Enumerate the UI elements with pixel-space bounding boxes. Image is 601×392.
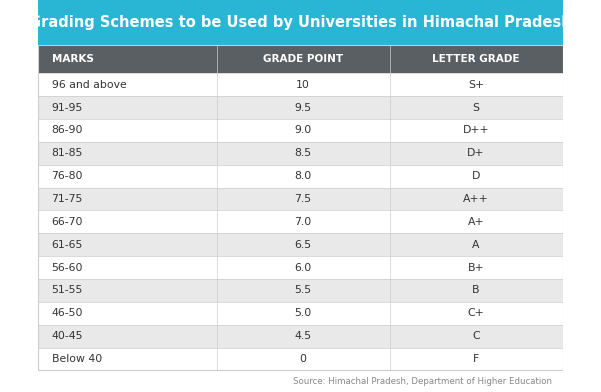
Text: GRADE POINT: GRADE POINT <box>263 54 343 64</box>
Text: 6.5: 6.5 <box>294 240 312 250</box>
Text: D++: D++ <box>463 125 489 136</box>
Text: A: A <box>472 240 480 250</box>
Bar <box>38 325 563 348</box>
Text: 7.5: 7.5 <box>294 194 312 204</box>
Bar <box>38 211 563 233</box>
Bar <box>38 348 563 370</box>
Text: S+: S+ <box>468 80 484 90</box>
Text: 51-55: 51-55 <box>52 285 83 296</box>
Bar <box>38 45 563 370</box>
Text: B: B <box>472 285 480 296</box>
Bar <box>38 233 563 256</box>
Bar <box>38 0 563 45</box>
Text: D: D <box>472 171 480 181</box>
Bar <box>38 302 563 325</box>
Text: 10: 10 <box>296 80 310 90</box>
Bar <box>38 119 563 142</box>
Text: 8.0: 8.0 <box>294 171 312 181</box>
Text: 91-95: 91-95 <box>52 103 83 113</box>
Text: 46-50: 46-50 <box>52 308 83 318</box>
Text: 71-75: 71-75 <box>52 194 83 204</box>
Text: 9.5: 9.5 <box>294 103 312 113</box>
Text: 7.0: 7.0 <box>294 217 312 227</box>
Text: F: F <box>473 354 479 364</box>
Text: MARKS: MARKS <box>52 54 94 64</box>
Text: 76-80: 76-80 <box>52 171 83 181</box>
Bar <box>38 256 563 279</box>
Bar <box>38 45 563 73</box>
Text: 6.0: 6.0 <box>294 263 312 272</box>
Bar <box>38 279 563 302</box>
Text: 96 and above: 96 and above <box>52 80 126 90</box>
Text: D+: D+ <box>468 148 485 158</box>
Bar <box>38 73 563 96</box>
Text: 5.5: 5.5 <box>294 285 312 296</box>
Text: 8.5: 8.5 <box>294 148 312 158</box>
Text: 4.5: 4.5 <box>294 331 312 341</box>
Text: C: C <box>472 331 480 341</box>
Text: Below 40: Below 40 <box>52 354 102 364</box>
Text: 40-45: 40-45 <box>52 331 83 341</box>
Text: 66-70: 66-70 <box>52 217 83 227</box>
Text: 56-60: 56-60 <box>52 263 83 272</box>
Text: 0: 0 <box>300 354 307 364</box>
Bar <box>38 142 563 165</box>
Text: A++: A++ <box>463 194 489 204</box>
Bar <box>38 96 563 119</box>
Text: 9.0: 9.0 <box>294 125 312 136</box>
Text: Source: Himachal Pradesh, Department of Higher Education: Source: Himachal Pradesh, Department of … <box>293 377 552 386</box>
Text: A+: A+ <box>468 217 484 227</box>
Text: LETTER GRADE: LETTER GRADE <box>432 54 520 64</box>
Text: C+: C+ <box>468 308 484 318</box>
Bar <box>38 165 563 188</box>
Text: 5.0: 5.0 <box>294 308 312 318</box>
Text: 81-85: 81-85 <box>52 148 83 158</box>
Text: Grading Schemes to be Used by Universities in Himachal Pradesh: Grading Schemes to be Used by Universiti… <box>29 15 572 30</box>
Text: 61-65: 61-65 <box>52 240 83 250</box>
Text: 86-90: 86-90 <box>52 125 83 136</box>
Text: S: S <box>472 103 480 113</box>
Bar <box>38 188 563 211</box>
Text: B+: B+ <box>468 263 484 272</box>
